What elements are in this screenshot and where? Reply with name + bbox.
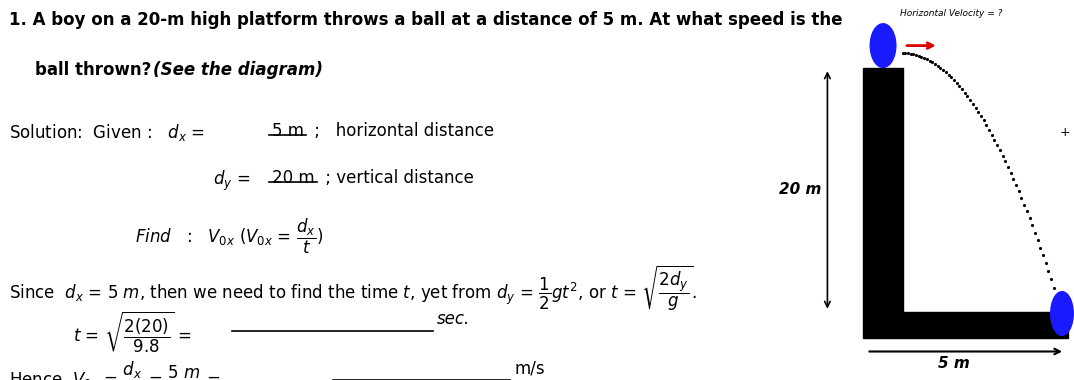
Text: $d_y$ =: $d_y$ =	[213, 169, 250, 193]
Text: ; vertical distance: ; vertical distance	[320, 169, 474, 187]
Text: 5 m: 5 m	[938, 356, 970, 370]
Text: m/s: m/s	[514, 359, 545, 377]
Text: 5 m: 5 m	[272, 122, 304, 139]
Ellipse shape	[870, 24, 896, 68]
Text: Solution:  Given :   $d_x$ =: Solution: Given : $d_x$ =	[10, 122, 205, 142]
Text: Since  $d_x$ = 5 $m$, then we need to find the time $t$, yet from $d_y$ = $\dfra: Since $d_x$ = 5 $m$, then we need to fin…	[10, 264, 697, 313]
Text: 20 m: 20 m	[780, 182, 822, 198]
Text: 20 m: 20 m	[272, 169, 315, 187]
Text: ;   horizontal distance: ; horizontal distance	[309, 122, 494, 139]
Text: (See the diagram): (See the diagram)	[154, 61, 323, 79]
Bar	[863, 68, 902, 312]
Text: $t$ = $\sqrt{\dfrac{2(20)}{9.8}}$ =: $t$ = $\sqrt{\dfrac{2(20)}{9.8}}$ =	[73, 310, 194, 355]
Text: 1. A boy on a 20-m high platform throws a ball at a distance of 5 m. At what spe: 1. A boy on a 20-m high platform throws …	[10, 11, 843, 29]
Text: ball thrown?: ball thrown?	[34, 61, 162, 79]
Ellipse shape	[1050, 292, 1073, 336]
Text: Hence, $V_{0x}$ = $\dfrac{d_x}{t}$ = $\dfrac{5\ m}{[\ \ ]}$ =: Hence, $V_{0x}$ = $\dfrac{d_x}{t}$ = $\d…	[10, 359, 223, 380]
Text: $\it{Find}$   :   $V_{0x}$ ($V_{0x}$ = $\dfrac{d_x}{t}$): $\it{Find}$ : $V_{0x}$ ($V_{0x}$ = $\dfr…	[135, 217, 323, 256]
Text: +: +	[1060, 127, 1071, 139]
Text: sec.: sec.	[437, 310, 470, 328]
Bar	[863, 312, 1068, 338]
Text: Horizontal Velocity = ?: Horizontal Velocity = ?	[900, 10, 1002, 19]
